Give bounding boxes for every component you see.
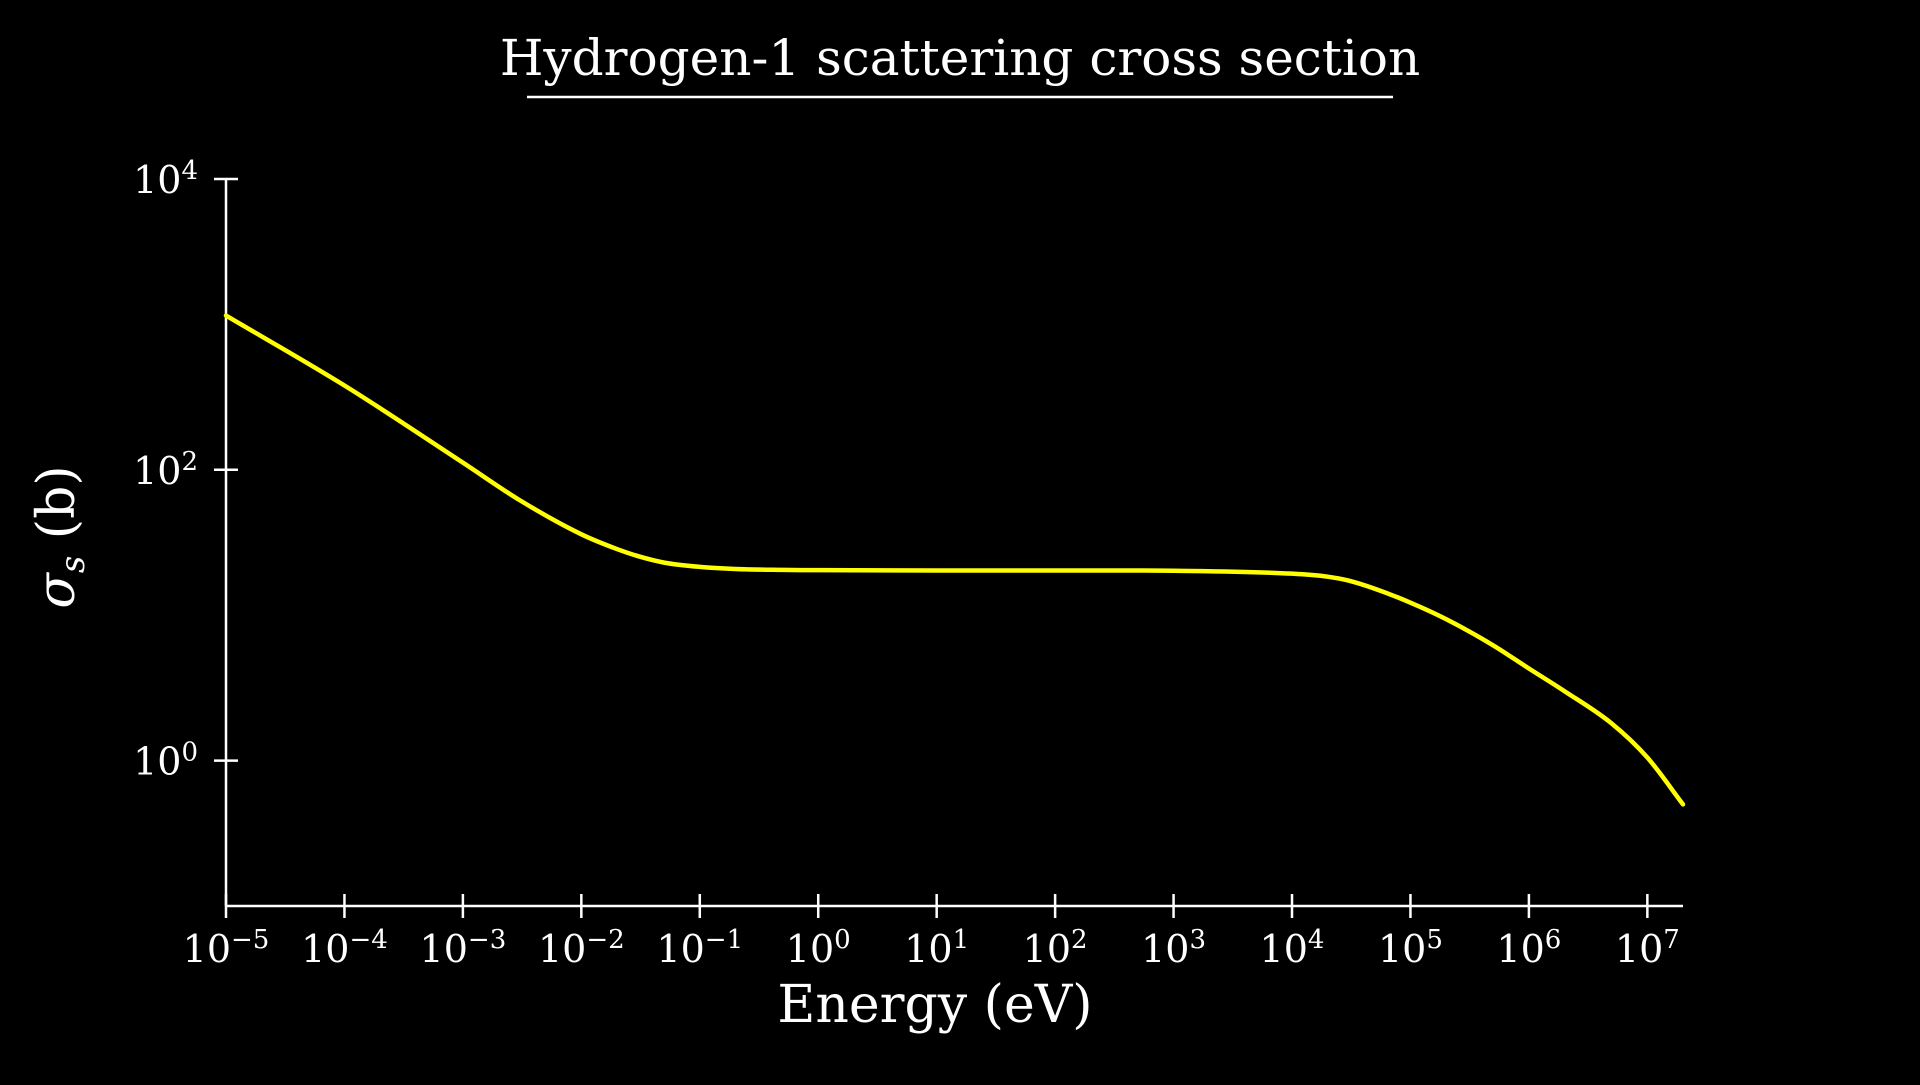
series-line (223, 313, 1686, 807)
x-tick-label: 101 (904, 925, 969, 971)
y-tick-label: 100 (133, 738, 198, 784)
x-tick-label: 10−3 (420, 925, 507, 971)
axes (224, 179, 1683, 908)
x-tick-label: 102 (1023, 925, 1088, 971)
x-tick-label: 10−4 (301, 925, 388, 971)
x-axis-label: Energy (eV) (777, 975, 1092, 1035)
x-tick-label: 107 (1615, 925, 1680, 971)
x-tick-label: 10−2 (538, 925, 625, 971)
ticks: 10−5 10−4 10−3 10−2 10−1 100 101 102 103 104 105 10… (133, 156, 1680, 971)
series (223, 313, 1686, 807)
y-axis-label-text: σs (b) (27, 465, 93, 608)
y-tick-label: 104 (133, 156, 198, 202)
x-tick-label: 103 (1141, 925, 1206, 971)
y-axis-label: σs (b) (27, 465, 93, 608)
x-tick-label: 105 (1378, 925, 1443, 971)
y-tick-label: 102 (133, 447, 198, 493)
x-tick-label: 106 (1496, 925, 1561, 971)
chart-title: Hydrogen-1 scattering cross section (500, 29, 1420, 87)
x-tick-label: 100 (786, 925, 851, 971)
x-tick-label: 104 (1260, 925, 1325, 971)
x-tick-label: 10−5 (183, 925, 270, 971)
x-tick-label: 10−1 (656, 925, 743, 971)
